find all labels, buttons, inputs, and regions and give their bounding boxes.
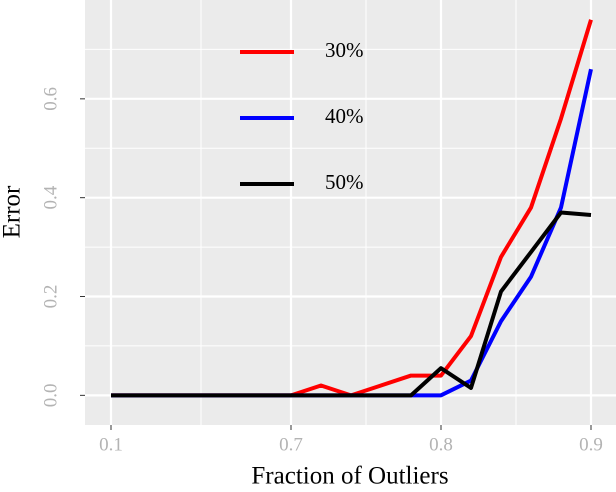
legend-label: 50% [325,170,364,194]
x-tick-label: 0.8 [429,434,453,455]
y-axis-title: Error [0,185,26,238]
y-tick-label: 0.6 [40,87,61,111]
x-tick-label: 0.7 [279,434,303,455]
series-line [111,210,592,398]
panel [85,0,616,425]
y-tick-label: 0.0 [40,383,61,407]
legend-label: 30% [325,38,364,62]
x-axis-title: Fraction of Outliers [251,463,448,490]
y-tick-label: 0.4 [40,185,61,209]
x-tick-label: 0.1 [99,434,123,455]
y-tick-label: 0.2 [40,285,61,309]
x-tick-label: 0.9 [579,434,603,455]
legend-label: 40% [325,104,364,128]
